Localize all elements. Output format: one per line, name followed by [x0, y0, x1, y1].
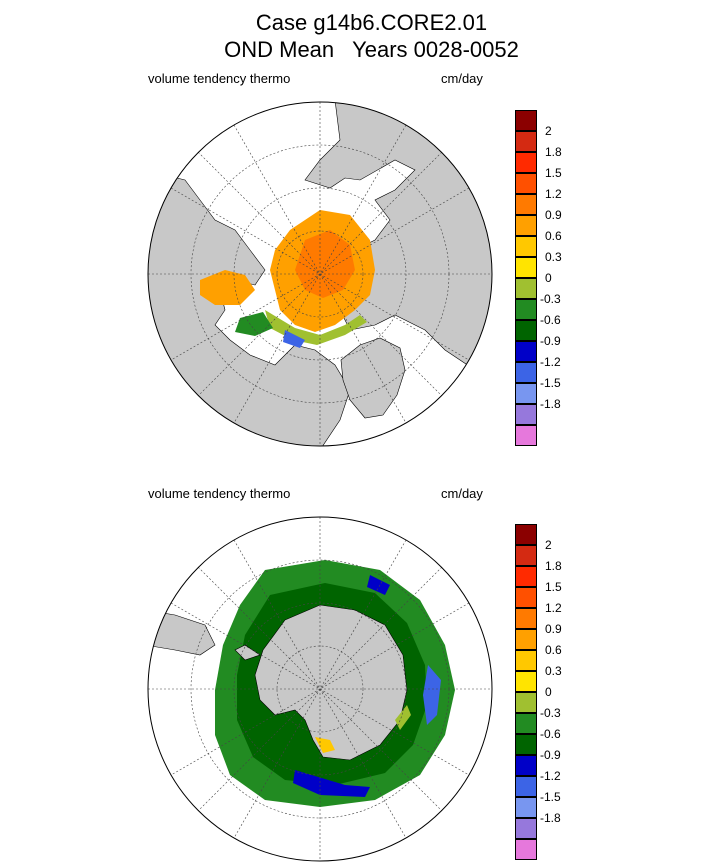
top-colorbar-segment — [515, 341, 537, 362]
main-title-line1: Case g14b6.CORE2.01 — [255, 10, 488, 35]
south-polar-map — [147, 516, 493, 862]
south-ice-blue-1 — [367, 575, 390, 595]
top-colorbar-tick-label: 0.3 — [545, 250, 562, 264]
bottom-variable-label: volume tendency thermo — [148, 486, 291, 501]
top-colorbar-segment — [515, 362, 537, 383]
bottom-colorbar-tick-label: -0.3 — [540, 706, 561, 720]
bottom-colorbar — [515, 524, 537, 860]
bottom-colorbar-tick-label: 1.8 — [545, 559, 562, 573]
bottom-colorbar-segment — [515, 566, 537, 587]
north-land-northamerica — [148, 169, 351, 446]
south-land-antarctica — [254, 604, 408, 761]
top-colorbar-tick-label: -0.6 — [540, 313, 561, 327]
bottom-units-label: cm/day — [441, 486, 483, 501]
bottom-colorbar-segment — [515, 797, 537, 818]
top-colorbar-tick-label: -0.3 — [540, 292, 561, 306]
bottom-colorbar-tick-label: 2 — [545, 538, 552, 552]
top-colorbar-segment — [515, 404, 537, 425]
bottom-colorbar-segment — [515, 734, 537, 755]
bottom-colorbar-segment — [515, 692, 537, 713]
bottom-colorbar-segment — [515, 713, 537, 734]
south-ice-blue-3 — [423, 665, 441, 725]
top-colorbar-segment — [515, 173, 537, 194]
top-colorbar-segment — [515, 215, 537, 236]
top-colorbar-segment — [515, 131, 537, 152]
bottom-colorbar-segment — [515, 545, 537, 566]
bottom-colorbar-segment — [515, 587, 537, 608]
bottom-colorbar-tick-label: -0.9 — [540, 748, 561, 762]
north-ice-blue — [283, 330, 305, 348]
top-colorbar-tick-label: 1.8 — [545, 145, 562, 159]
south-land-peninsula — [234, 644, 261, 661]
bottom-colorbar-segment — [515, 650, 537, 671]
bottom-colorbar-segment — [515, 755, 537, 776]
top-colorbar-tick-label: 2 — [545, 124, 552, 138]
top-colorbar-segment — [515, 236, 537, 257]
bottom-colorbar-segment — [515, 776, 537, 797]
bottom-colorbar-segment — [515, 629, 537, 650]
south-ice-coastal-green — [395, 705, 411, 730]
top-colorbar-segment — [515, 194, 537, 215]
north-ice-core — [295, 230, 355, 298]
bottom-colorbar-tick-label: 0 — [545, 685, 552, 699]
north-land-greenland — [340, 337, 406, 419]
top-colorbar-tick-label: 1.5 — [545, 166, 562, 180]
top-colorbar-segment — [515, 257, 537, 278]
bottom-colorbar-segment — [515, 524, 537, 545]
bottom-colorbar-segment — [515, 608, 537, 629]
top-colorbar — [515, 110, 537, 446]
bottom-colorbar-tick-label: 0.9 — [545, 622, 562, 636]
north-ice-green — [235, 312, 273, 336]
bottom-colorbar-tick-label: 1.5 — [545, 580, 562, 594]
top-colorbar-tick-label: 0.6 — [545, 229, 562, 243]
bottom-colorbar-segment — [515, 839, 537, 860]
north-ice-hudson — [200, 270, 255, 305]
bottom-colorbar-tick-label: 1.2 — [545, 601, 562, 615]
top-colorbar-tick-label: 0 — [545, 271, 552, 285]
top-colorbar-tick-label: 1.2 — [545, 187, 562, 201]
top-colorbar-tick-label: 0.9 — [545, 208, 562, 222]
top-colorbar-segment — [515, 425, 537, 446]
south-ice-blue-2 — [293, 770, 370, 797]
top-units-label: cm/day — [441, 71, 483, 86]
top-colorbar-tick-label: -1.5 — [540, 376, 561, 390]
top-variable-label: volume tendency thermo — [148, 71, 291, 86]
bottom-colorbar-tick-label: -1.2 — [540, 769, 561, 783]
top-colorbar-tick-label: -1.8 — [540, 397, 561, 411]
main-title-line2: OND Mean Years 0028-0052 — [224, 37, 519, 62]
top-colorbar-segment — [515, 152, 537, 173]
north-polar-map — [147, 101, 493, 447]
top-colorbar-segment — [515, 320, 537, 341]
top-colorbar-tick-label: -1.2 — [540, 355, 561, 369]
top-colorbar-segment — [515, 278, 537, 299]
top-colorbar-segment — [515, 383, 537, 404]
bottom-colorbar-tick-label: -1.5 — [540, 790, 561, 804]
bottom-colorbar-segment — [515, 818, 537, 839]
bottom-colorbar-tick-label: 0.3 — [545, 664, 562, 678]
bottom-colorbar-tick-label: -1.8 — [540, 811, 561, 825]
top-colorbar-tick-label: -0.9 — [540, 334, 561, 348]
bottom-colorbar-tick-label: -0.6 — [540, 727, 561, 741]
bottom-colorbar-segment — [515, 671, 537, 692]
top-colorbar-segment — [515, 299, 537, 320]
top-colorbar-segment — [515, 110, 537, 131]
bottom-colorbar-tick-label: 0.6 — [545, 643, 562, 657]
